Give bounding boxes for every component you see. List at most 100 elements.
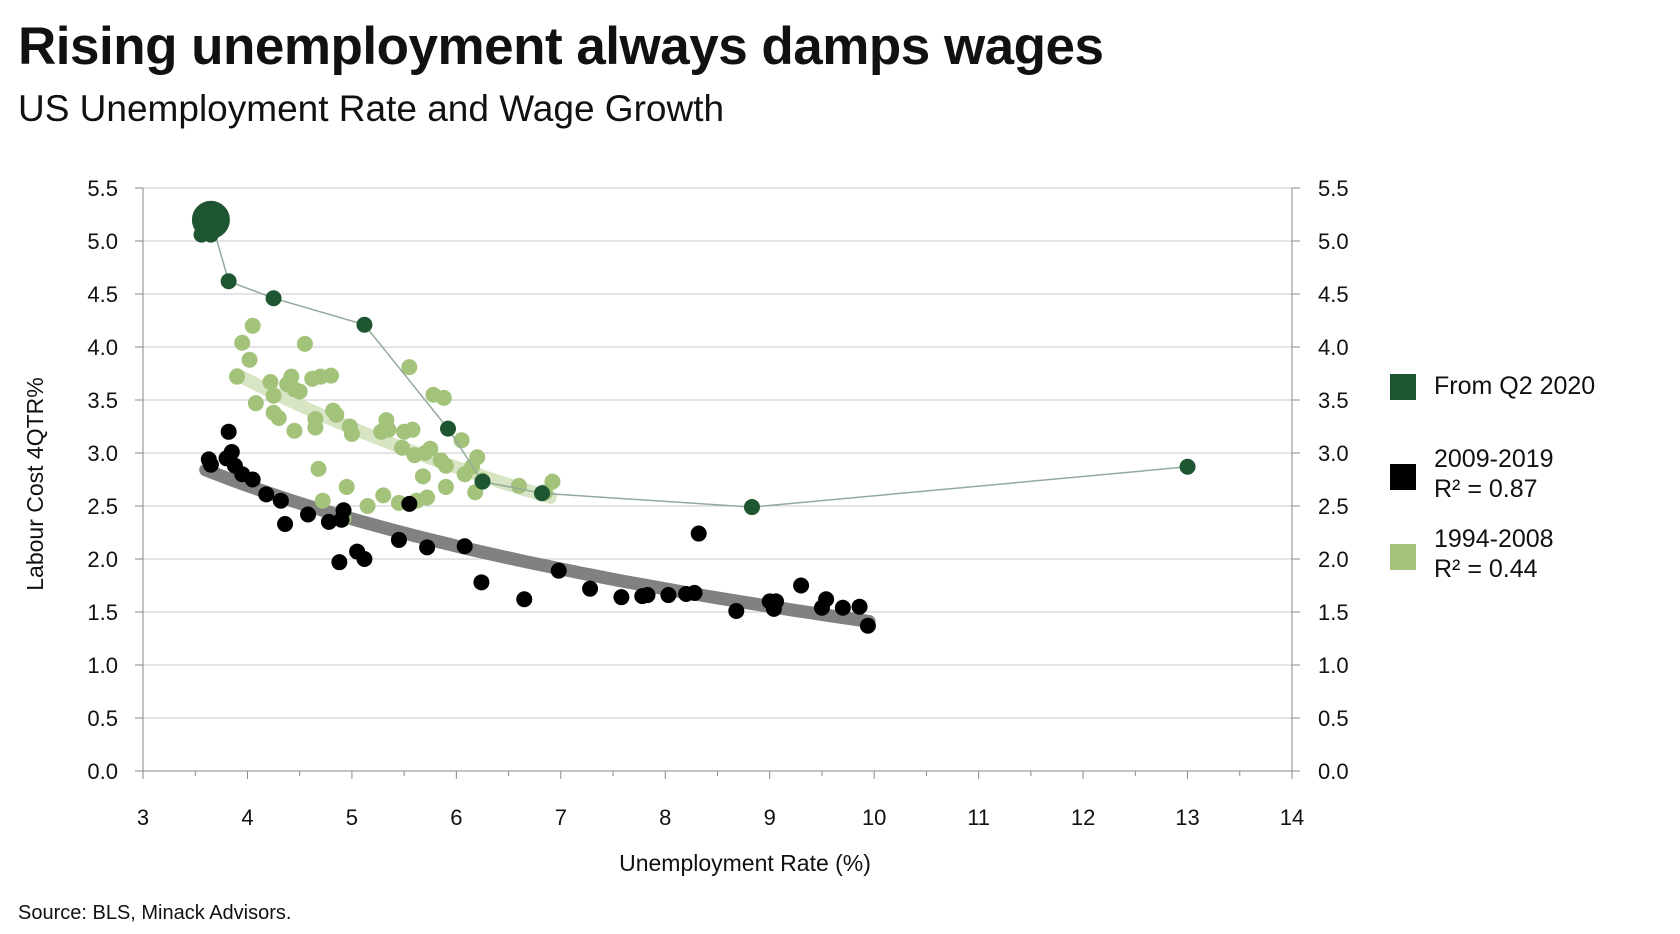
point-from-q2-2020	[534, 485, 551, 502]
point-1994-2008	[296, 335, 313, 352]
point-1994-2008	[262, 373, 279, 390]
legend-r2-label: R² = 0.87	[1434, 475, 1538, 503]
point-1994-2008	[511, 477, 528, 494]
legend-item-from-q2-2020: From Q2 2020	[1390, 362, 1680, 428]
point-from-q2-2020-latest	[191, 200, 230, 239]
point-2009-2019	[419, 539, 436, 556]
legend-label-line: 2009-2019	[1434, 445, 1554, 473]
point-2009-2019	[272, 492, 289, 509]
x-tick-label: 3	[137, 805, 149, 830]
point-1994-2008	[401, 359, 418, 376]
x-tick-label: 9	[764, 805, 776, 830]
y2-tick-label: 1.5	[1318, 600, 1349, 625]
y2-tick-label: 3.5	[1318, 388, 1349, 413]
point-1994-2008	[544, 473, 561, 490]
point-1994-2008	[435, 389, 452, 406]
point-2009-2019	[834, 599, 851, 616]
point-1994-2008	[422, 440, 439, 457]
legend-swatch	[1390, 464, 1416, 490]
point-2009-2019	[220, 423, 237, 440]
point-1994-2008	[394, 439, 411, 456]
legend-label: 1994-2008 R² = 0.44	[1434, 524, 1554, 584]
point-2009-2019	[456, 538, 473, 555]
y2-tick-label: 0.5	[1318, 706, 1349, 731]
point-2009-2019	[690, 525, 707, 542]
point-1994-2008	[270, 410, 287, 427]
point-2009-2019	[818, 591, 835, 608]
trendline-1994-2008	[230, 367, 557, 504]
chart-subtitle: US Unemployment Rate and Wage Growth	[18, 88, 725, 129]
legend-r2-label: R² = 0.44	[1434, 555, 1538, 583]
trendline-2009-2019	[199, 463, 876, 628]
point-2009-2019	[728, 602, 745, 619]
point-2009-2019	[660, 587, 677, 604]
point-2009-2019	[639, 587, 656, 604]
x-tick-label: 4	[241, 805, 253, 830]
point-2009-2019	[202, 456, 219, 473]
point-1994-2008	[328, 406, 345, 423]
point-2009-2019	[300, 506, 317, 523]
legend-label: 2009-2019 R² = 0.87	[1434, 444, 1554, 504]
point-2009-2019	[859, 617, 876, 634]
source-note: Source: BLS, Minack Advisors.	[18, 902, 292, 924]
y2-tick-label: 5.5	[1318, 176, 1349, 201]
x-tick-label: 12	[1071, 805, 1095, 830]
point-1994-2008	[247, 395, 264, 412]
point-2009-2019	[335, 502, 352, 519]
point-2009-2019	[277, 516, 294, 533]
point-from-q2-2020	[474, 473, 491, 490]
point-1994-2008	[241, 351, 258, 368]
point-2009-2019	[244, 471, 261, 488]
point-2009-2019	[851, 598, 868, 615]
point-2009-2019	[356, 551, 373, 567]
point-1994-2008	[359, 498, 376, 514]
y-tick-label: 2.5	[87, 494, 118, 519]
trendlines	[199, 367, 876, 628]
point-1994-2008	[283, 368, 300, 385]
point-2009-2019	[793, 577, 810, 594]
point-1994-2008	[437, 457, 454, 474]
point-from-q2-2020	[440, 420, 457, 437]
chart-legend: From Q2 2020 2009-2019 R² = 0.87 1994-20…	[1390, 362, 1680, 602]
point-1994-2008	[310, 460, 327, 477]
point-2009-2019	[686, 584, 703, 601]
data-points	[191, 200, 1196, 634]
y-axis-title: Labour Cost 4QTR%	[22, 377, 48, 590]
line-from-q2-2020	[210, 219, 1188, 508]
y-tick-label: 4.0	[87, 335, 118, 360]
y2-tick-label: 4.5	[1318, 282, 1349, 307]
point-1994-2008	[404, 421, 421, 438]
x-axis-title: Unemployment Rate (%)	[619, 850, 871, 876]
y2-tick-label: 0.0	[1318, 759, 1349, 784]
point-2009-2019	[582, 580, 599, 597]
point-from-q2-2020	[265, 290, 282, 307]
x-tick-label: 14	[1280, 805, 1304, 830]
point-1994-2008	[323, 367, 340, 384]
point-2009-2019	[401, 495, 418, 512]
y2-tick-label: 3.0	[1318, 441, 1349, 466]
y-tick-label: 5.5	[87, 176, 118, 201]
legend-label-line: 1994-2008	[1434, 525, 1554, 553]
point-2009-2019	[767, 593, 784, 610]
y-tick-label: 4.5	[87, 282, 118, 307]
point-1994-2008	[414, 468, 431, 485]
point-1994-2008	[343, 425, 360, 442]
point-1994-2008	[286, 422, 303, 439]
point-1994-2008	[419, 489, 436, 506]
axes	[135, 187, 1300, 779]
point-2009-2019	[258, 486, 275, 503]
y-tick-label: 1.0	[87, 653, 118, 678]
y-tick-label: 0.5	[87, 706, 118, 731]
y2-tick-label: 5.0	[1318, 229, 1349, 254]
point-1994-2008	[375, 487, 392, 504]
x-tick-label: 11	[967, 805, 990, 830]
x-tick-label: 6	[450, 805, 462, 830]
point-1994-2008	[469, 449, 486, 466]
point-2009-2019	[550, 562, 567, 579]
point-2009-2019	[473, 574, 490, 591]
x-tick-label: 10	[862, 805, 886, 830]
y2-tick-label: 4.0	[1318, 335, 1349, 360]
y-tick-label: 1.5	[87, 600, 118, 625]
point-2009-2019	[613, 589, 630, 606]
